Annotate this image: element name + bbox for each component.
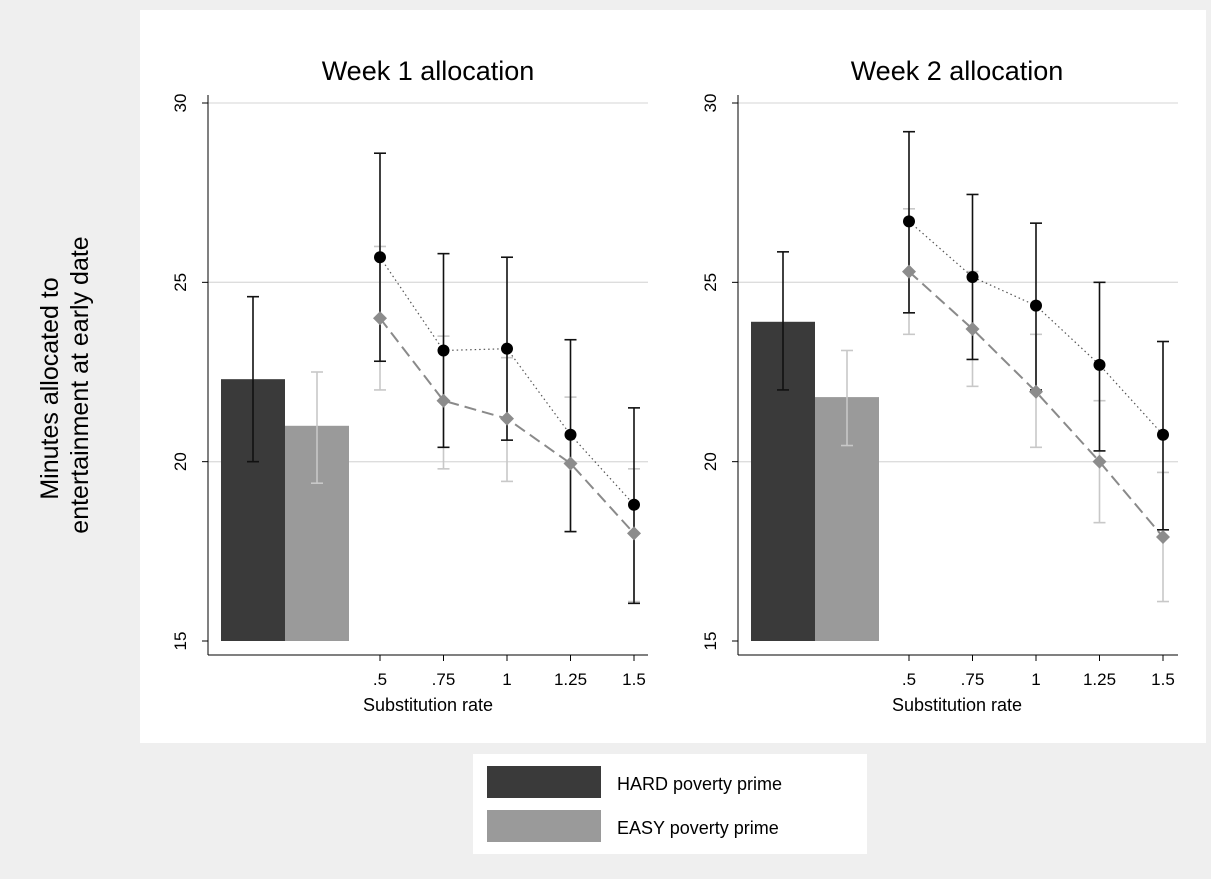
y-axis-label-line-1: Minutes allocated to [36, 277, 64, 499]
point-hard [628, 498, 640, 511]
point-easy [563, 456, 578, 471]
x-tick-label: 1 [1031, 670, 1040, 689]
point-easy [500, 411, 514, 426]
x-tick-label: .5 [902, 670, 916, 689]
point-easy [902, 264, 916, 279]
point-hard [501, 342, 513, 355]
point-easy [373, 311, 387, 326]
week-1-panel: Week 1 allocation 15 20 25 30 .5 .75 1 1.25 1.5 Su… [171, 56, 648, 715]
point-easy [1156, 529, 1170, 544]
chart-title: Week 1 allocation [322, 56, 535, 86]
x-tick-label: 1.5 [622, 670, 646, 689]
x-tick-label: .75 [961, 670, 985, 689]
y-tick-label: 30 [171, 94, 190, 113]
y-tick-label: 25 [171, 273, 190, 292]
point-hard [374, 251, 386, 264]
point-easy [627, 526, 641, 541]
legend-label-hard: HARD poverty prime [617, 774, 782, 794]
y-tick-label: 30 [701, 94, 720, 113]
line-easy [908, 270, 1164, 538]
point-hard [1157, 428, 1169, 441]
y-tick-label: 15 [171, 632, 190, 651]
x-tick-label: 1.25 [554, 670, 587, 689]
x-tick-label: 1 [502, 670, 511, 689]
y-axis-label-line-2: entertainment at early date [66, 236, 94, 533]
legend-swatch-hard [487, 766, 601, 798]
x-axis-label: Substitution rate [363, 695, 493, 715]
x-tick-label: 1.25 [1083, 670, 1116, 689]
point-easy [1092, 454, 1107, 469]
point-easy [1029, 384, 1043, 399]
legend-swatch-easy [487, 810, 601, 842]
point-easy [965, 321, 980, 336]
x-tick-label: 1.5 [1151, 670, 1175, 689]
week-2-panel: Week 2 allocation 15 20 25 30 .5 .75 1 1.25 1.5 Su… [701, 56, 1178, 715]
x-tick-label: .5 [373, 670, 387, 689]
point-easy [436, 393, 451, 408]
y-tick-label: 15 [701, 632, 720, 651]
legend-label-easy: EASY poverty prime [617, 818, 779, 838]
x-axis-label: Substitution rate [892, 695, 1022, 715]
point-hard [437, 344, 450, 357]
point-hard [903, 215, 915, 228]
x-tick-label: .75 [432, 670, 456, 689]
y-axis-label: Minutes allocated to entertainment at ea… [36, 236, 94, 533]
point-hard [1093, 358, 1106, 371]
point-hard [564, 428, 577, 441]
chart-title: Week 2 allocation [851, 56, 1064, 86]
point-hard [966, 270, 979, 283]
y-tick-label: 25 [701, 273, 720, 292]
point-hard [1030, 299, 1042, 312]
legend: HARD poverty prime EASY poverty prime [473, 754, 867, 854]
y-tick-label: 20 [701, 452, 720, 471]
y-tick-label: 20 [171, 452, 190, 471]
